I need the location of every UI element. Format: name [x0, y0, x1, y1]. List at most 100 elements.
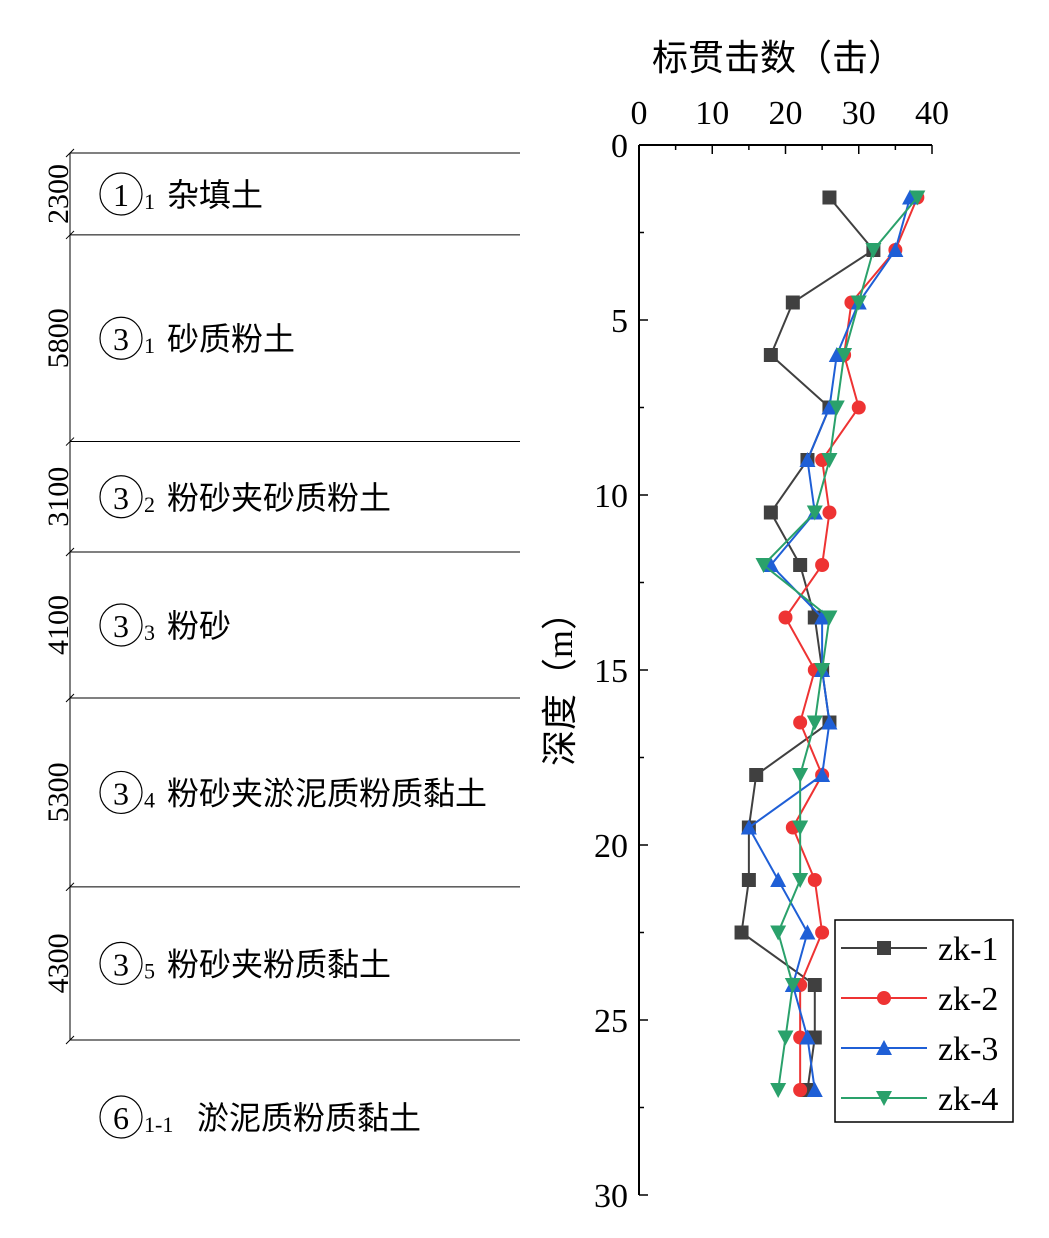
layer-subscript: 2: [144, 492, 155, 517]
layer-number: 3: [113, 608, 129, 644]
layer-thickness: 3100: [42, 467, 75, 527]
legend: zk-1 zk-2 zk-3 zk-4: [834, 919, 1014, 1123]
legend-box: [834, 919, 1014, 1123]
y-tick-label: 20: [594, 828, 628, 865]
data-point: [909, 190, 926, 206]
legend-label: zk-1: [938, 931, 998, 968]
layer-name: 砂质粉土: [167, 321, 295, 357]
data-point: [865, 243, 882, 258]
data-point: [806, 505, 823, 521]
soil-layer: 4100 3 3 粉砂: [42, 595, 231, 655]
layer-number: 3: [113, 480, 129, 516]
data-point: [770, 1083, 787, 1098]
layer-name: 淤泥质粉质黏土: [197, 1100, 421, 1136]
data-point: [793, 1083, 808, 1097]
legend-label: zk-3: [938, 1031, 998, 1068]
series-zk-4: [755, 190, 926, 1098]
data-point: [806, 1082, 823, 1097]
layer-subscript: 1: [144, 189, 155, 214]
data-point: [770, 925, 787, 941]
spt-depth-chart: 标贯击数（击） 深度（m） 0 10 20 30 40 0 5 10 15 20 25 30 zk-1…: [540, 38, 1014, 1215]
series-line: [762, 196, 919, 1091]
data-point: [740, 819, 757, 835]
legend-item-zk-4: zk-4: [841, 1081, 998, 1118]
data-point: [763, 505, 778, 520]
x-tick-label: 10: [695, 95, 729, 132]
layer-subscript: 3: [144, 620, 155, 645]
data-point: [851, 400, 866, 415]
layer-thickness: 4300: [42, 933, 75, 993]
layer-subscript: 4: [144, 787, 155, 812]
layer-thickness: 4100: [42, 595, 75, 655]
legend-item-zk-3: zk-3: [841, 1031, 998, 1068]
data-point: [799, 1029, 816, 1045]
data-point: [777, 1030, 794, 1046]
data-point: [793, 558, 808, 572]
layer-number-circle: [99, 316, 143, 360]
chart-axes: 0 10 20 30 40 0 5 10 15 20 25 30: [594, 95, 949, 1215]
series-line: [740, 196, 875, 1091]
layer-name: 粉砂夹粉质黏土: [167, 946, 391, 982]
data-point: [785, 295, 800, 310]
layer-number-circle: [99, 603, 143, 647]
layer-number-circle: [99, 770, 143, 815]
dimension-tick: [65, 437, 75, 446]
legend-marker: [876, 1091, 892, 1106]
layer-thickness: 5300: [42, 762, 75, 822]
layer-number: 6: [113, 1100, 129, 1136]
y-tick-label: 10: [594, 478, 628, 515]
layer-thickness: 2300: [42, 164, 75, 224]
data-point: [850, 295, 867, 311]
data-point: [821, 453, 838, 468]
layer-number-circle: [99, 1095, 143, 1139]
layer-name: 杂填土: [167, 177, 263, 213]
legend-label: zk-2: [938, 981, 998, 1018]
layer-number-circle: [99, 475, 143, 519]
soil-layer: 3100 3 2 粉砂夹砂质粉土: [42, 467, 391, 527]
data-point: [741, 873, 756, 887]
layer-subscript: 1: [144, 333, 155, 358]
layer-name: 粉砂夹淤泥质粉质黏土: [167, 775, 487, 811]
x-tick-label: 30: [842, 95, 876, 132]
layer-number: 3: [113, 321, 129, 357]
data-point: [887, 242, 904, 257]
data-point: [807, 978, 822, 992]
data-point: [763, 348, 778, 362]
legend-marker: [876, 1040, 892, 1055]
data-point: [799, 924, 816, 940]
data-point: [815, 925, 830, 940]
data-point: [799, 452, 816, 467]
dimension-tick: [65, 148, 75, 158]
dimension-tick: [65, 547, 75, 557]
data-point: [755, 558, 772, 573]
data-point: [822, 190, 837, 205]
layer-thickness: 5800: [42, 308, 75, 368]
data-point: [821, 610, 838, 626]
soil-layer: 2300 1 1 杂填土: [42, 164, 263, 224]
data-point: [814, 767, 831, 782]
dimension-tick: [65, 1035, 75, 1045]
layer-number: 3: [113, 775, 129, 811]
data-point: [749, 768, 764, 782]
data-point: [792, 768, 809, 783]
series-layer: [734, 189, 926, 1098]
legend-label: zk-4: [938, 1081, 998, 1118]
layer-number: 1: [113, 177, 129, 213]
x-tick-label: 20: [769, 95, 803, 132]
soil-layer-bottom: 6 1-1 淤泥质粉质黏土: [99, 1095, 421, 1139]
data-point: [807, 873, 822, 887]
y-tick-label: 30: [594, 1178, 628, 1215]
x-tick-label: 40: [915, 95, 949, 132]
y-tick-label: 5: [611, 303, 628, 340]
data-point: [814, 609, 831, 625]
data-point: [734, 925, 749, 940]
y-axis-title: 深度（m）: [540, 594, 580, 766]
dimension-tick: [65, 693, 75, 703]
soil-layer: 4300 3 5 粉砂夹粉质黏土: [42, 933, 391, 993]
dimension-tick: [65, 230, 75, 240]
y-tick-label: 0: [611, 128, 628, 165]
layer-name: 粉砂夹砂质粉土: [167, 480, 391, 516]
legend-item-zk-2: zk-2: [841, 981, 998, 1018]
data-point: [793, 715, 808, 730]
layer-subscript: 5: [144, 958, 155, 983]
